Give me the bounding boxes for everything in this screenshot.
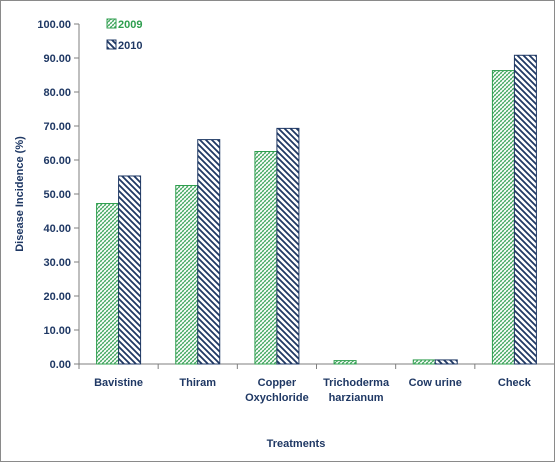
legend-label-2010: 2010 [118, 40, 142, 52]
legend-swatch-2009 [106, 18, 117, 29]
bar-2010-thiram [197, 139, 221, 365]
x-tick-label: Trichoderma harzianum [323, 377, 390, 404]
y-tick-label: 60.00 [43, 155, 71, 167]
x-tick-label: Check [498, 377, 532, 389]
y-tick-label: 0.00 [50, 359, 71, 371]
y-tick-label: 40.00 [43, 223, 71, 235]
bar-2010-cow-urine [434, 359, 458, 365]
y-tick-label: 50.00 [43, 189, 71, 201]
x-tick-label: Thiram [179, 377, 216, 389]
bar-2009-trichoderma-harzianum [333, 360, 357, 365]
bar-2010-check [513, 54, 537, 365]
x-tick-label: Copper Oxychloride [245, 377, 309, 404]
bar-2010-copper-oxychloride [276, 127, 300, 365]
legend-label-2009: 2009 [118, 19, 142, 31]
bar-2009-bavistine [96, 203, 120, 365]
y-tick-label: 80.00 [43, 87, 71, 99]
y-axis-title: Disease Incidence (%) [14, 136, 26, 252]
y-tick-label: 90.00 [43, 53, 71, 65]
y-tick-label: 30.00 [43, 257, 71, 269]
bar-2009-copper-oxychloride [254, 151, 278, 365]
x-tick-label: Bavistine [94, 377, 143, 389]
legend-swatch-2010 [106, 39, 117, 50]
bar-2009-thiram [175, 185, 199, 365]
y-tick-label: 10.00 [43, 325, 71, 337]
bar-2009-cow-urine [412, 359, 436, 365]
bar-2010-bavistine [118, 175, 142, 365]
y-tick-label: 100.00 [37, 19, 71, 31]
x-axis-title: Treatments [267, 438, 326, 450]
bar-2009-check [491, 70, 515, 365]
y-tick-label: 70.00 [43, 121, 71, 133]
y-tick-label: 20.00 [43, 291, 71, 303]
x-tick-label: Cow urine [409, 377, 462, 389]
